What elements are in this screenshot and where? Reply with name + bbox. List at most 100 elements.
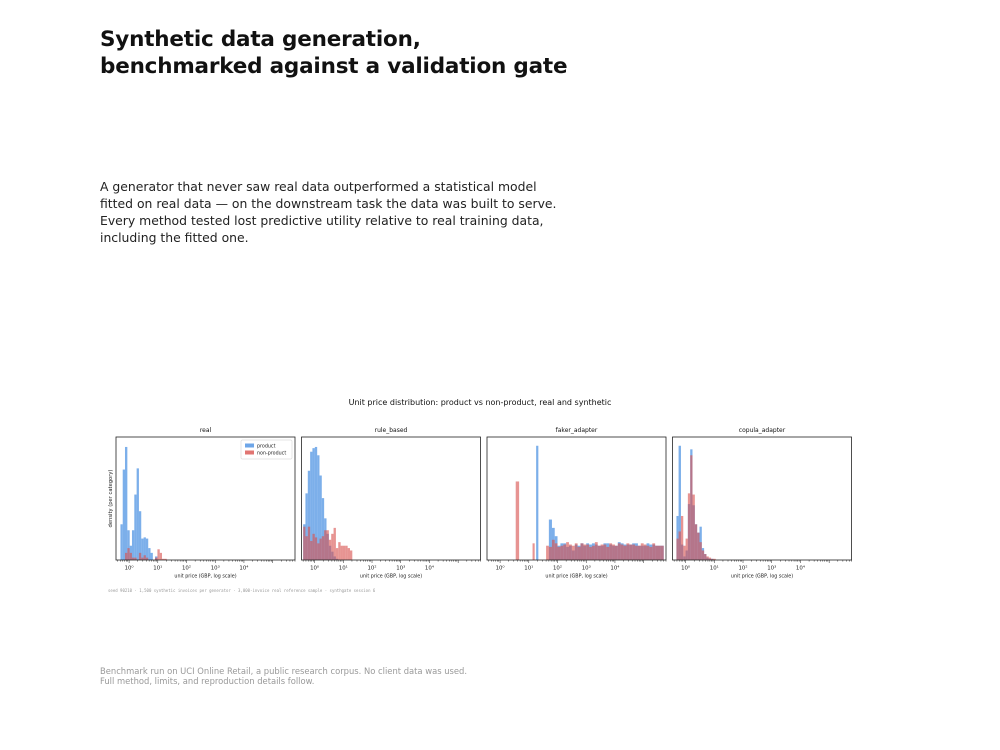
bar-rule_based-non_product-15 <box>338 542 341 560</box>
legend-swatch-0 <box>245 443 254 448</box>
bar-real-product-12 <box>148 548 151 560</box>
x-tick-label: 10⁰ <box>125 565 134 572</box>
bar-faker_adapter-non_product-26 <box>609 543 613 560</box>
x-axis-label-copula_adapter: unit price (GBP, log scale) <box>731 574 793 580</box>
panel-frame-faker_adapter <box>486 436 667 561</box>
bar-real-non_product-14 <box>155 557 158 560</box>
bar-real-non_product-5 <box>131 557 135 560</box>
bar-rule_based-non_product-13 <box>333 527 336 560</box>
x-tick-label: 10³ <box>767 565 776 572</box>
bar-real-non_product-2 <box>124 552 128 560</box>
bar-rule_based-product-5 <box>314 446 318 560</box>
bar-rule_based-non_product-4 <box>312 533 315 560</box>
bar-copula_adapter-non_product-9 <box>697 532 700 560</box>
bar-rule_based-non_product-12 <box>331 533 334 560</box>
bar-real-product-10 <box>143 537 146 560</box>
bar-copula_adapter-non_product-15 <box>711 558 714 560</box>
bar-faker_adapter-non_product-30 <box>620 544 624 560</box>
bar-rule_based-non_product-10 <box>326 530 329 560</box>
x-tick-label: 10² <box>739 565 748 572</box>
bar-real-product-1 <box>122 469 125 560</box>
bar-faker_adapter-non_product-11 <box>566 542 569 560</box>
bar-real-product-8 <box>138 511 142 560</box>
bar-faker_adapter-non_product-37 <box>640 543 644 560</box>
panel-frame-rule_based <box>301 436 481 561</box>
bar-copula_adapter-product-0 <box>676 515 679 560</box>
x-tick-label: 10² <box>553 565 562 572</box>
bar-rule_based-non_product-0 <box>303 526 306 560</box>
bar-rule_based-product-4 <box>312 448 315 560</box>
legend-swatch-1 <box>245 450 254 455</box>
bar-faker_adapter-non_product-39 <box>646 545 650 560</box>
lede-paragraph: A generator that never saw real data out… <box>100 179 557 245</box>
chart-caption: seed 90210 · 1,500 synthetic invoices pe… <box>108 588 376 593</box>
bar-copula_adapter-non_product-13 <box>706 556 709 560</box>
bar-rule_based-product-7 <box>319 475 322 560</box>
bar-rule_based-non_product-16 <box>340 545 343 560</box>
bar-copula_adapter-product-1 <box>678 445 681 560</box>
bar-faker_adapter-non_product-9 <box>560 545 564 560</box>
x-tick-label: 10⁴ <box>239 565 248 572</box>
bar-faker_adapter-non_product-22 <box>597 545 601 560</box>
bar-rule_based-non_product-11 <box>328 539 332 560</box>
bar-faker_adapter-non_product-44 <box>660 545 664 560</box>
x-tick-label: 10² <box>182 565 191 572</box>
bar-rule_based-non_product-8 <box>321 536 325 560</box>
bar-faker_adapter-non_product-32 <box>626 543 630 560</box>
bar-faker_adapter-non_product-34 <box>632 544 636 560</box>
bar-real-product-0 <box>120 524 123 560</box>
bar-faker_adapter-non_product-41 <box>652 543 656 560</box>
bar-real-product-9 <box>141 538 144 560</box>
bar-real-non_product-16 <box>159 552 162 560</box>
bar-copula_adapter-non_product-16 <box>713 558 716 560</box>
bar-real-product-3 <box>127 530 130 560</box>
bar-faker_adapter-non_product-5 <box>548 546 552 560</box>
x-axis-label-faker_adapter: unit price (GBP, log scale) <box>545 574 607 580</box>
bar-rule_based-non_product-9 <box>324 530 327 560</box>
page-title: Synthetic data generation, benchmarked a… <box>100 27 568 79</box>
bar-faker_adapter-non_product-21 <box>594 542 598 560</box>
bar-faker_adapter-non_product-25 <box>606 546 610 560</box>
bar-faker_adapter-non_product-10 <box>563 544 567 560</box>
bar-faker_adapter-non_product-36 <box>637 545 641 560</box>
legend-label-1: non-product <box>257 451 286 457</box>
bar-copula_adapter-non_product-12 <box>704 554 707 560</box>
bar-faker_adapter-non_product-12 <box>568 544 572 560</box>
x-tick-label: 10⁴ <box>425 565 434 572</box>
bar-faker_adapter-non_product-38 <box>643 544 647 560</box>
bar-faker_adapter-non_product-40 <box>649 546 653 560</box>
x-tick-label: 10⁰ <box>496 565 505 572</box>
bar-faker_adapter-non_product-6 <box>551 539 555 560</box>
bar-rule_based-non_product-2 <box>307 526 311 560</box>
bar-rule_based-non_product-19 <box>347 548 350 560</box>
x-tick-label: 10¹ <box>153 565 162 572</box>
bar-copula_adapter-non_product-14 <box>708 557 712 560</box>
x-axis-label-rule_based: unit price (GBP, log scale) <box>360 574 422 580</box>
bar-rule_based-non_product-1 <box>305 536 308 560</box>
bar-faker_adapter-non_product-19 <box>589 546 592 560</box>
x-tick-label: 10¹ <box>339 565 348 572</box>
chart-title: Unit price distribution: product vs non-… <box>349 398 612 407</box>
bar-real-non_product-18 <box>164 558 167 560</box>
bar-real-non_product-6 <box>134 557 137 560</box>
bar-copula_adapter-non_product-0 <box>676 538 679 560</box>
bar-rule_based-product-6 <box>317 455 320 560</box>
bar-faker_adapter-non_product-7 <box>554 543 558 560</box>
bar-real-non_product-9 <box>141 557 144 560</box>
histogram-grid: Unit price distribution: product vs non-… <box>108 398 852 593</box>
bar-real-non_product-15 <box>157 549 160 560</box>
bar-rule_based-non_product-17 <box>342 545 346 560</box>
panel-frame-real <box>115 436 296 561</box>
bar-faker_adapter-non_product-35 <box>635 545 638 560</box>
bar-copula_adapter-non_product-1 <box>678 531 681 560</box>
y-axis-label: density (per category) <box>108 470 114 528</box>
bar-faker_adapter-non_product-13 <box>571 545 575 560</box>
bar-faker_adapter-non_product-31 <box>623 545 627 560</box>
bar-real-product-6 <box>134 494 137 560</box>
x-tick-label: 10³ <box>211 565 220 572</box>
bar-faker_adapter-non_product-27 <box>612 544 615 560</box>
bar-faker_adapter-non_product-24 <box>603 544 607 560</box>
bar-real-non_product-17 <box>162 558 165 560</box>
bar-rule_based-non_product-7 <box>319 538 322 560</box>
bar-rule_based-non_product-5 <box>314 537 318 560</box>
